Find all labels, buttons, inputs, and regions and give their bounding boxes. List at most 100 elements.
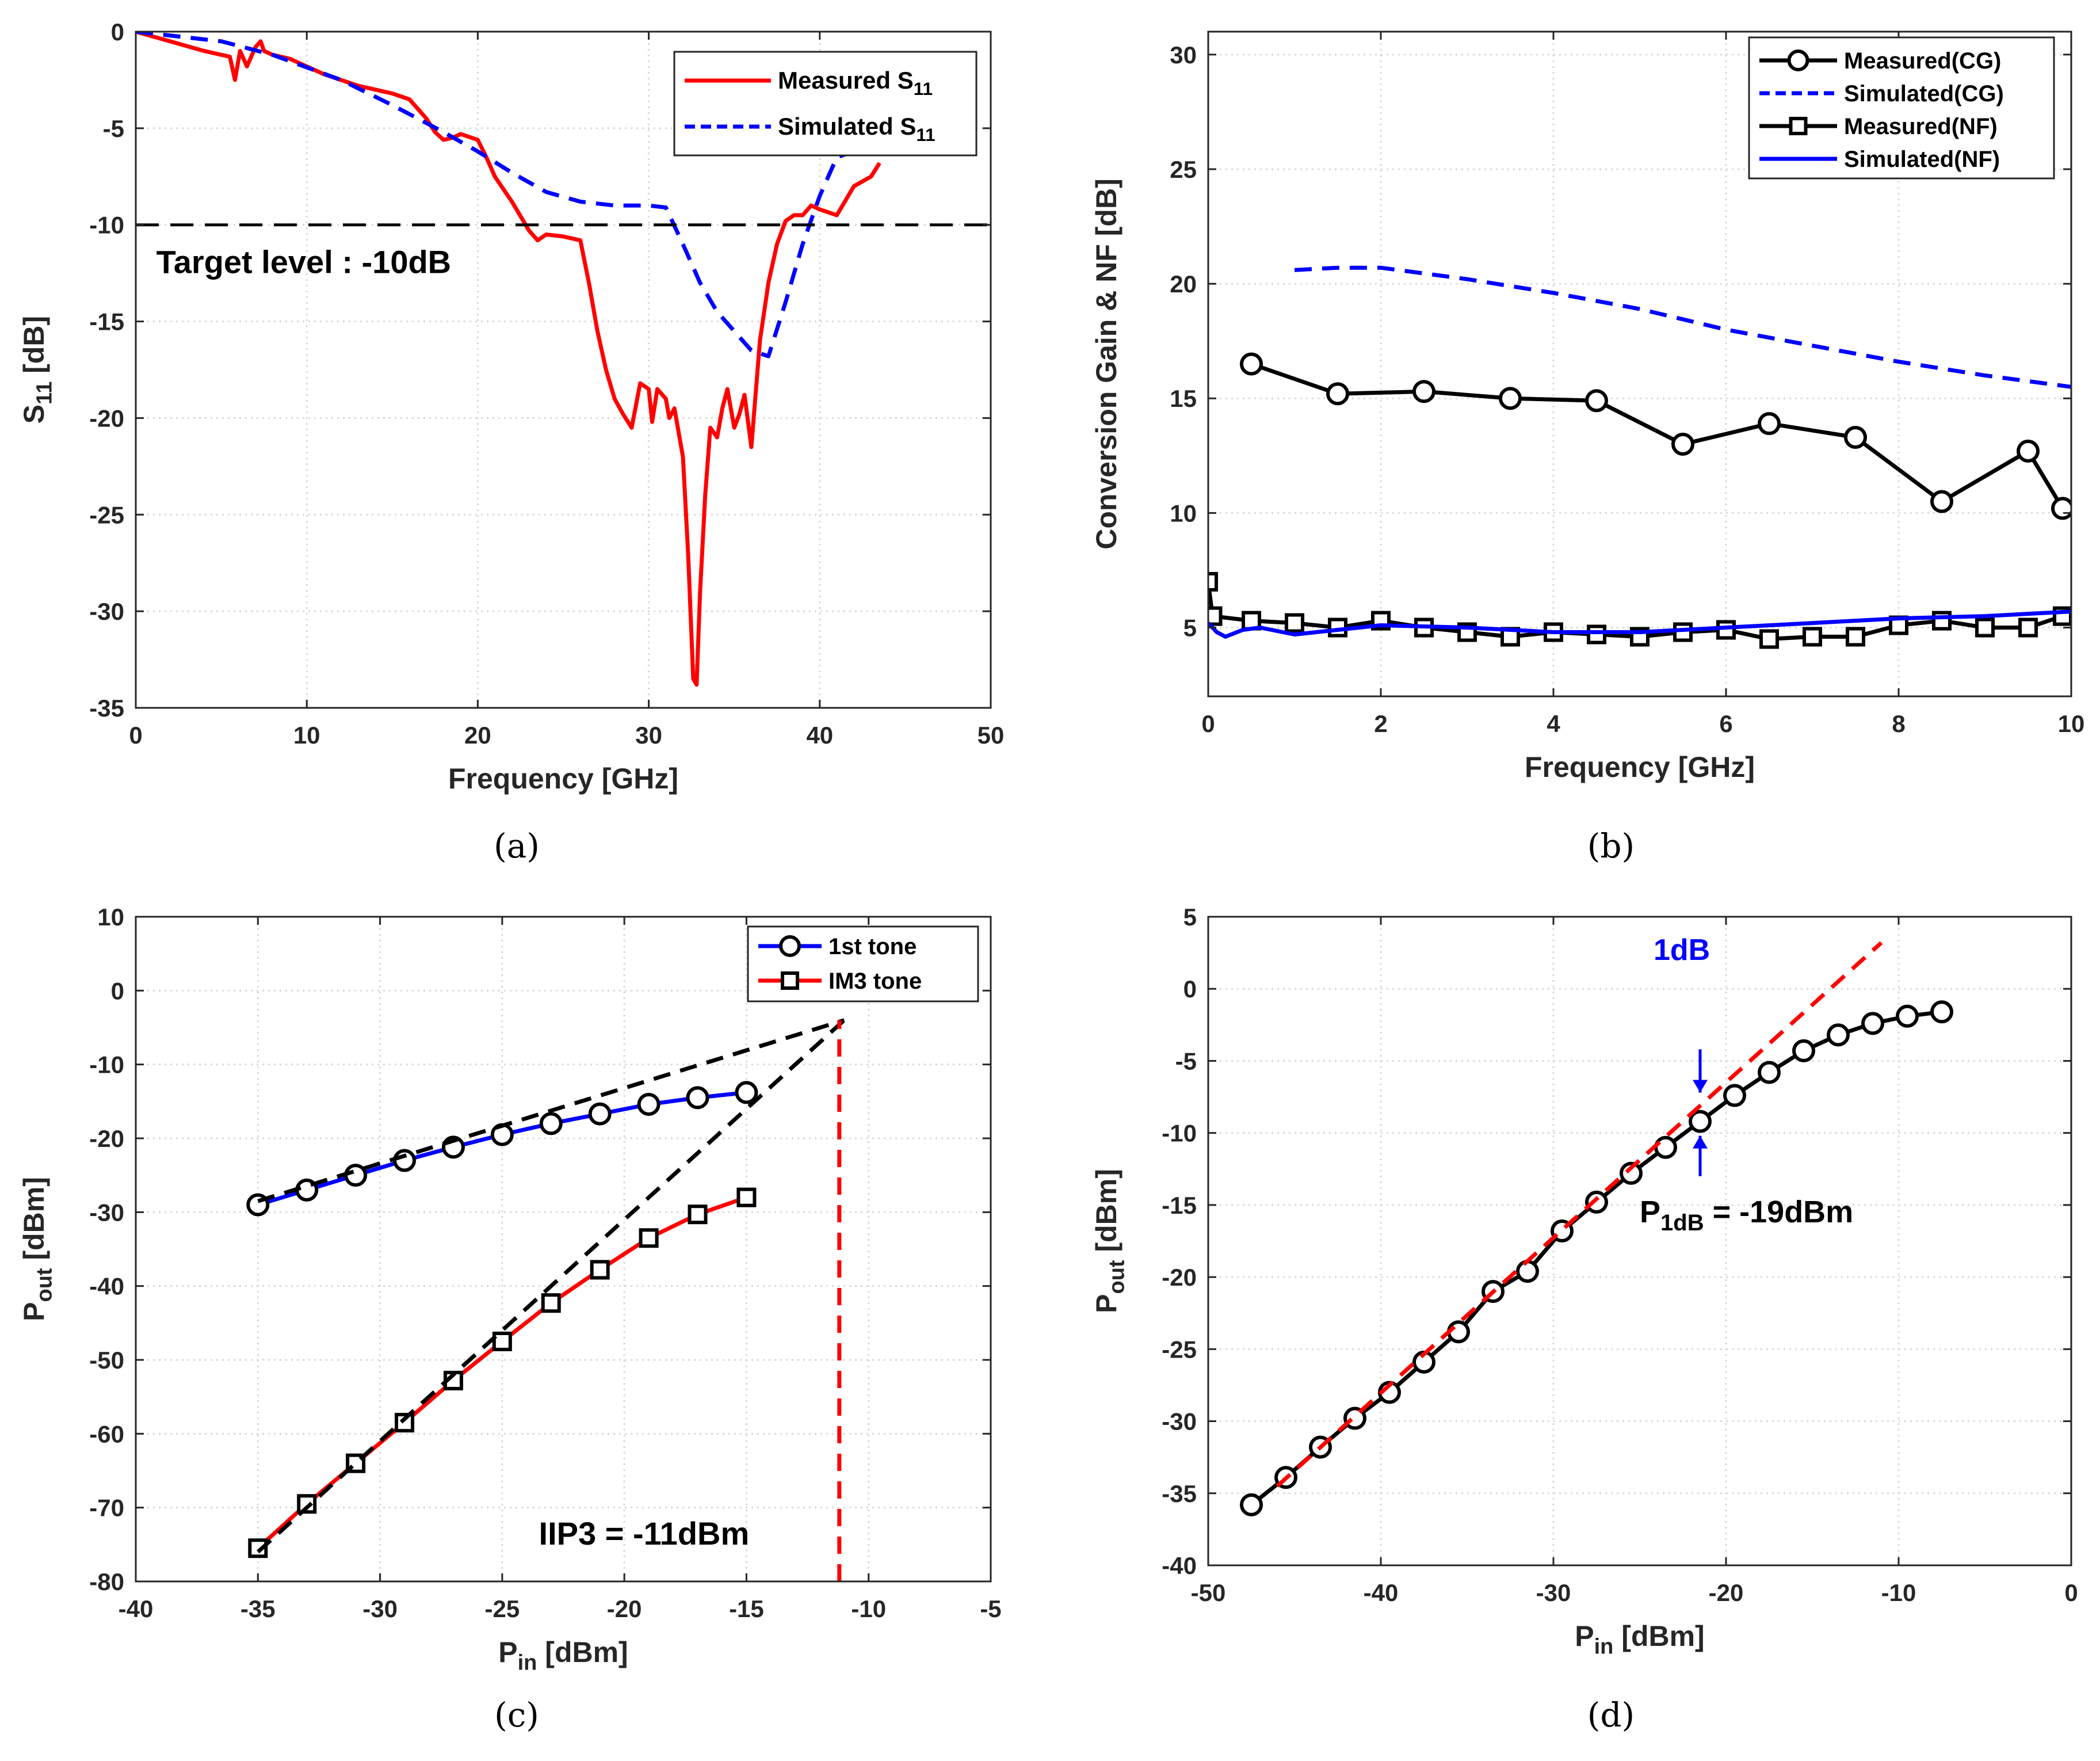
y-tick-label: 25 <box>1170 156 1197 183</box>
x-axis-label-sub: in <box>518 1651 537 1675</box>
legend-box <box>673 51 978 157</box>
data-point-square <box>1587 624 1606 645</box>
x-tick-label: 4 <box>1547 710 1560 737</box>
annotation-p1db-main: P <box>1640 1195 1660 1229</box>
data-point-square <box>1846 627 1865 647</box>
data-point-square <box>1932 611 1952 631</box>
y-axis-label-tail: [dB] <box>18 316 50 382</box>
data-point-circle <box>2051 497 2071 520</box>
data-point-square <box>639 1228 659 1248</box>
panel-caption: (a) <box>494 826 540 866</box>
data-point-square <box>590 1260 610 1280</box>
data-point-circle <box>1240 1493 1263 1516</box>
series-group <box>1240 941 1953 1516</box>
x-tick-label: 0 <box>1201 710 1215 737</box>
panel-caption: (d) <box>1587 1695 1635 1735</box>
data-point-square <box>2018 618 2038 638</box>
series-line-0 <box>1250 1009 1942 1507</box>
series-group <box>246 1018 846 1581</box>
y-tick-label: 0 <box>111 18 124 45</box>
x-tick-label: -40 <box>1364 1579 1399 1606</box>
legend-marker-square <box>781 971 799 990</box>
legend-label: Simulated S11 <box>778 113 936 145</box>
x-tick-label: 40 <box>806 722 833 749</box>
x-tick-label: 10 <box>293 722 320 749</box>
axes-box <box>135 31 992 709</box>
legend-label-sub: 11 <box>916 124 935 145</box>
series-line-2 <box>1208 581 2064 641</box>
data-point-circle <box>1896 1004 1919 1028</box>
y-tick-label: -30 <box>89 1199 124 1226</box>
legend-label: Measured(NF) <box>1844 114 1998 139</box>
series-line-2 <box>257 1018 845 1203</box>
x-tick-label: 2 <box>1374 710 1387 737</box>
series-line-3 <box>256 1019 846 1554</box>
annotation-p1db: P1dB = -19dBm <box>1640 1195 1853 1236</box>
x-axis-label-tail: [dBm] <box>537 1636 628 1668</box>
y-axis-label-main: P <box>1090 1294 1122 1313</box>
y-axis-label-tail: [dBm] <box>1090 1169 1122 1260</box>
data-point-circle <box>393 1149 417 1172</box>
y-tick-label: 5 <box>1183 904 1197 931</box>
data-point-circle <box>1930 490 1953 513</box>
x-tick-label: -10 <box>1881 1579 1916 1606</box>
series-line-1 <box>136 32 855 359</box>
y-tick-label: -70 <box>89 1495 124 1522</box>
y-tick-label: -5 <box>1175 1047 1197 1074</box>
legend-b: Measured(CG) Simulated(CG) Measured(NF) Sim… <box>1748 36 2055 180</box>
y-tick-label: 15 <box>1170 385 1197 412</box>
x-tick-label: -30 <box>1536 1579 1571 1606</box>
data-point-circle <box>637 1092 660 1116</box>
data-point-square <box>1208 571 1218 592</box>
data-point-circle <box>1844 425 1867 449</box>
y-axis-label: Conversion Gain & NF [dB] <box>1090 178 1122 549</box>
y-tick-label: 0 <box>111 977 124 1004</box>
legend-label: Measured S11 <box>778 67 933 99</box>
legend-label-main: Measured S <box>778 67 914 94</box>
legend-label: Measured(CG) <box>1844 48 2001 74</box>
x-axis-label: Frequency [GHz] <box>448 763 678 795</box>
x-axis-label-tail: [dBm] <box>1613 1620 1704 1652</box>
data-point-circle <box>1516 1260 1539 1283</box>
x-tick-label: -30 <box>362 1595 398 1622</box>
data-point-circle <box>1758 412 1781 436</box>
y-tick-label: -25 <box>1162 1336 1197 1363</box>
x-axis-label-main: P <box>1575 1620 1594 1652</box>
annotation-p1db-sub: 1dB <box>1660 1210 1704 1236</box>
annotation-1db: 1dB <box>1654 933 1710 967</box>
panel-b: 0 2 4 6 8 10 5 10 15 20 25 30 Frequency [GHz] Convers… <box>1090 31 2084 866</box>
data-point-square <box>736 1187 757 1207</box>
data-point-circle <box>1930 1000 1953 1024</box>
y-tick-label: -30 <box>1162 1408 1197 1435</box>
y-tick-label: -80 <box>89 1568 124 1595</box>
legend-label: 1st tone <box>828 934 917 959</box>
panel-c: -40 -35 -30 -25 -20 -15 -10 -5 -80 -70 -60 -50 -40 -3… <box>18 904 1002 1735</box>
y-tick-label: 0 <box>1183 975 1197 1003</box>
y-tick-label: -20 <box>1162 1264 1197 1291</box>
axes-box <box>135 916 992 1583</box>
y-tick-label: -20 <box>89 1125 124 1152</box>
y-tick-label: -50 <box>89 1347 124 1374</box>
y-tick-label: -10 <box>1162 1120 1197 1147</box>
y-axis-label: S11 [dB] <box>18 316 56 424</box>
data-point-circle <box>1723 1084 1746 1107</box>
y-tick-label: -35 <box>89 695 124 722</box>
data-point-circle <box>1620 1161 1643 1185</box>
data-point-circle <box>344 1164 368 1187</box>
x-tick-label: -20 <box>607 1595 642 1622</box>
legend-marker-circle <box>779 935 801 957</box>
y-tick-label: 5 <box>1183 615 1197 642</box>
x-tick-label: 20 <box>464 722 491 749</box>
data-point-circle <box>1758 1061 1781 1084</box>
y-axis-label-sub: out <box>1105 1260 1129 1294</box>
data-point-circle <box>539 1112 563 1135</box>
y-tick-label: 20 <box>1170 270 1197 298</box>
axes-box <box>1207 916 2072 1566</box>
x-tick-label: 0 <box>129 722 142 749</box>
data-point-circle <box>1861 1012 1884 1035</box>
panel-caption: (c) <box>494 1695 539 1735</box>
y-tick-label: -35 <box>1162 1480 1197 1507</box>
legend-label-main: Simulated S <box>778 113 916 140</box>
panel-caption: (b) <box>1587 826 1635 866</box>
